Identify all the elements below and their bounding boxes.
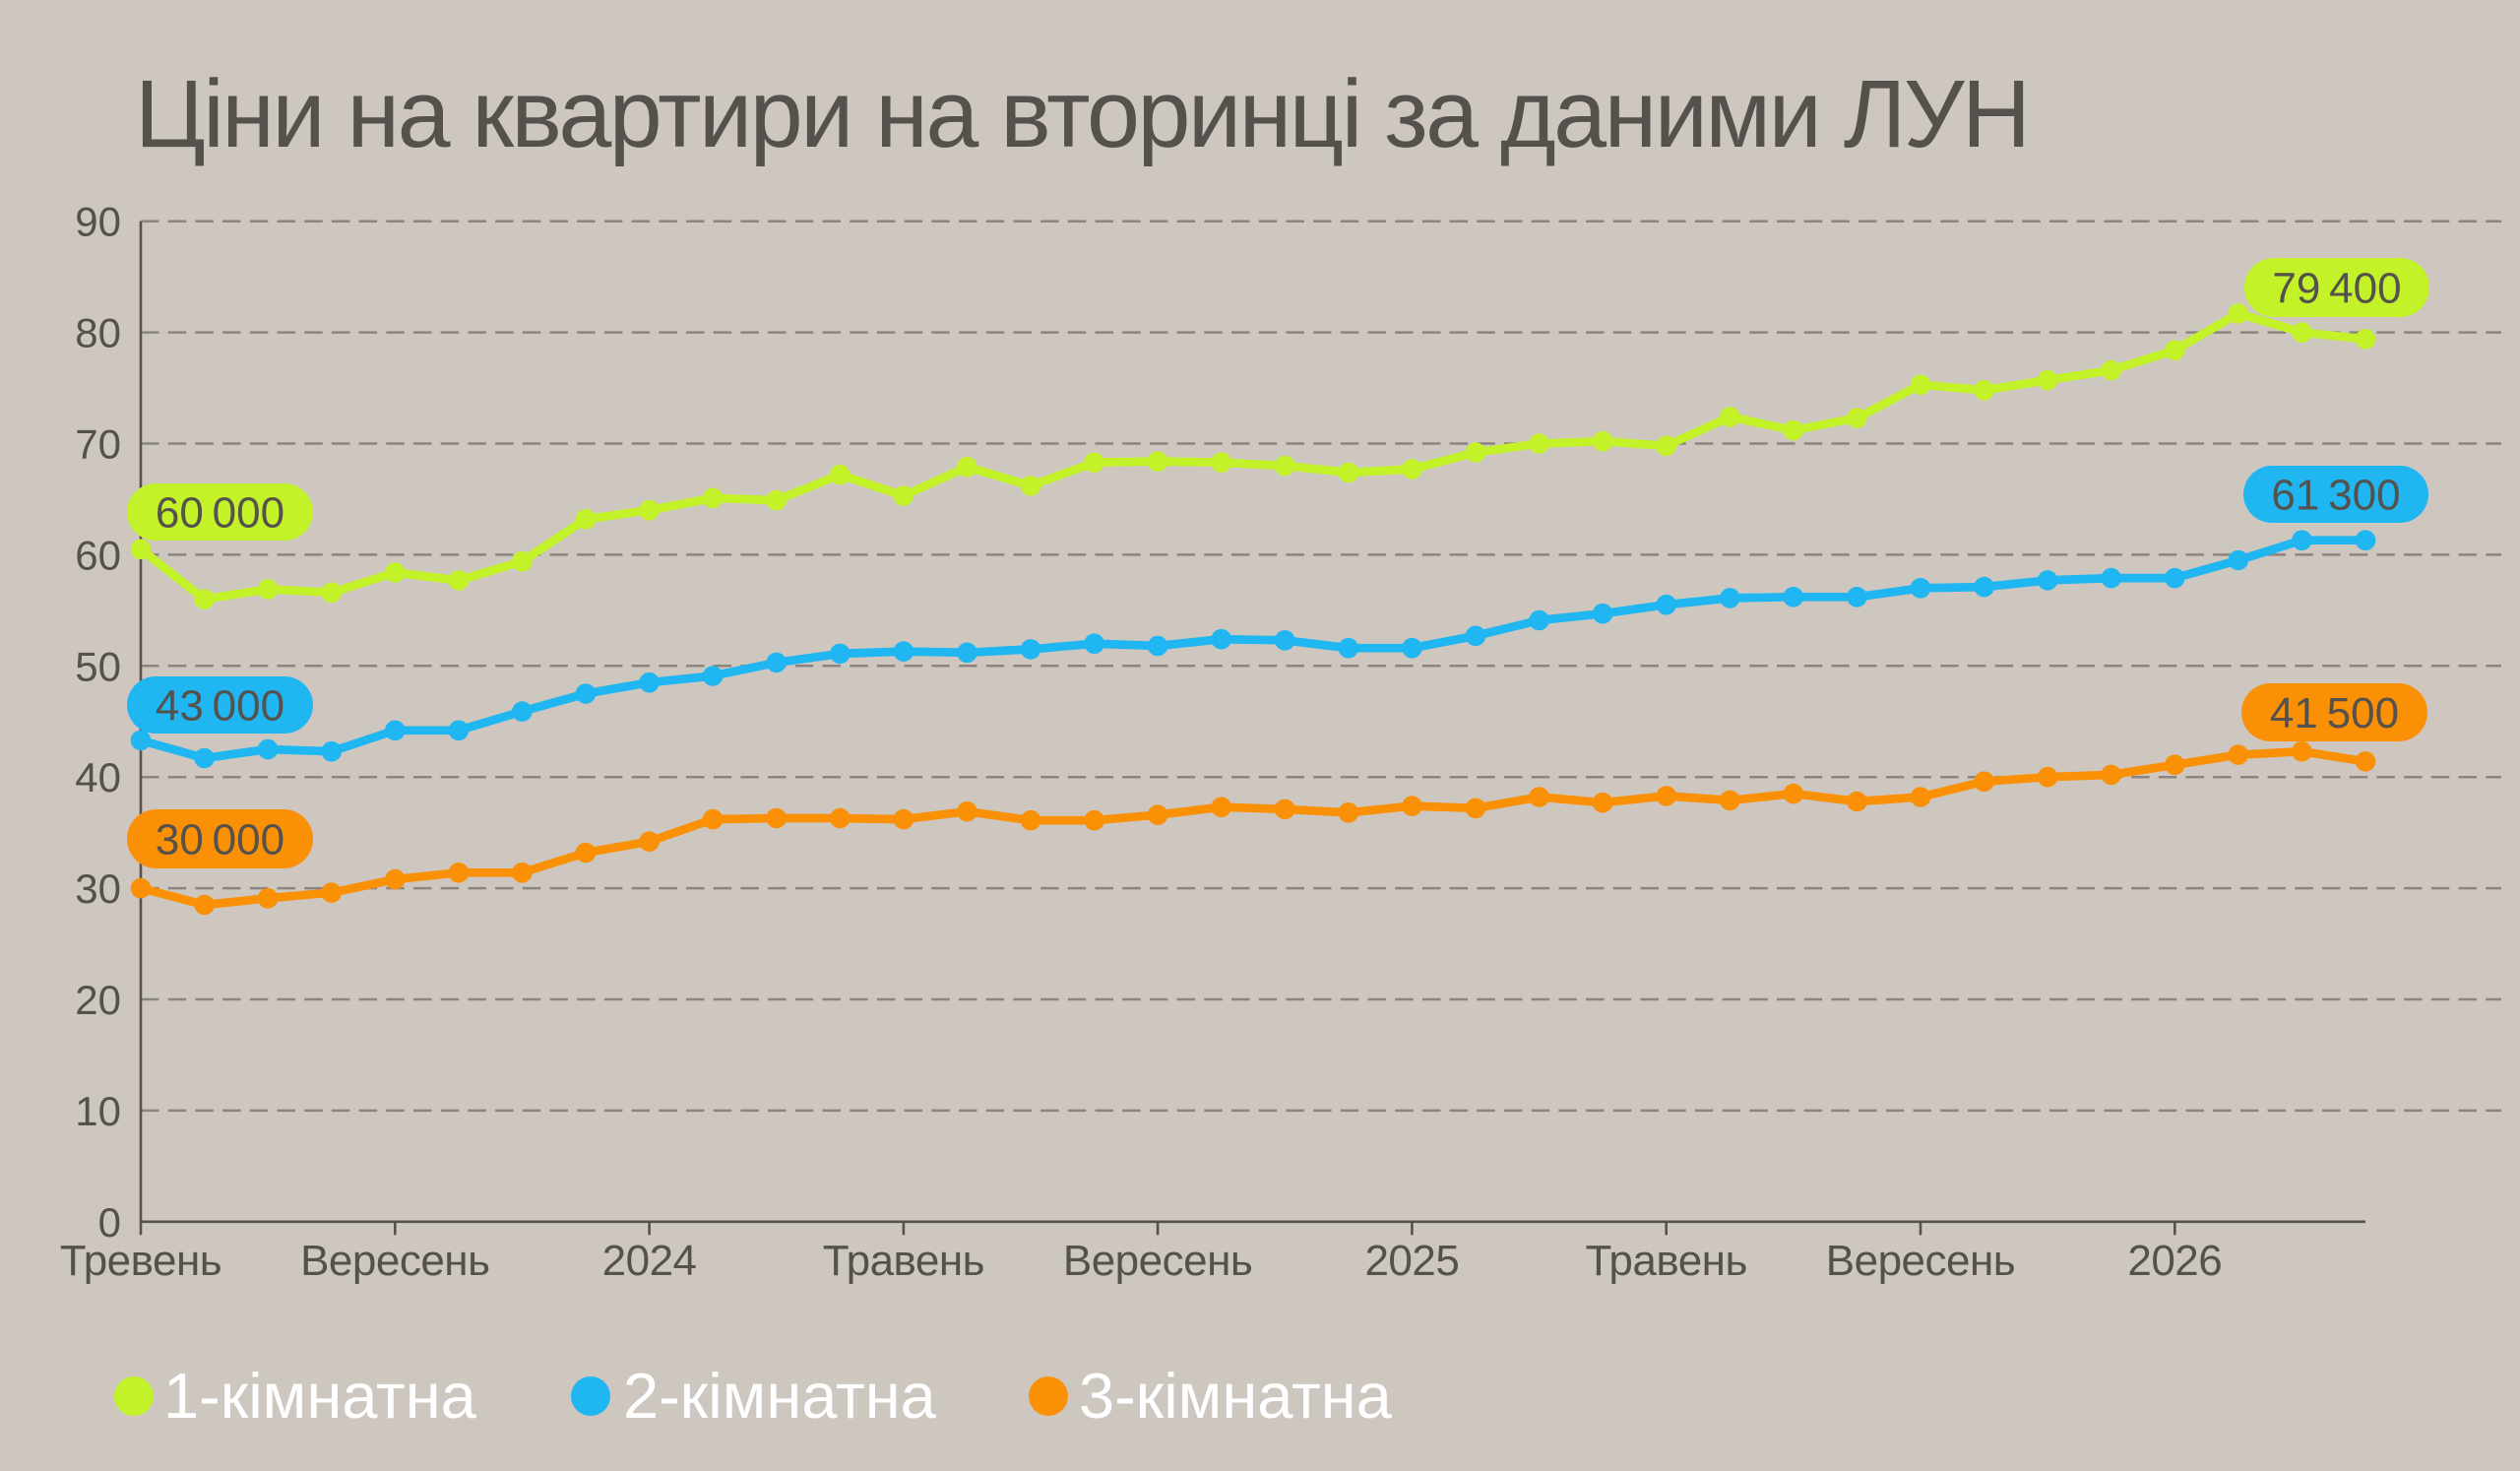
svg-text:60: 60 [75,532,121,578]
svg-text:60 000: 60 000 [156,489,284,538]
svg-text:Ціни на квартири на вторинці з: Ціни на квартири на вторинці за даними Л… [135,60,2029,167]
svg-text:30: 30 [75,865,121,912]
svg-text:0: 0 [98,1199,121,1246]
svg-text:2024: 2024 [602,1237,697,1285]
svg-text:Тревень: Тревень [60,1237,221,1285]
svg-text:Вересень: Вересень [1063,1237,1252,1285]
svg-text:40: 40 [75,754,121,800]
svg-text:2026: 2026 [2127,1237,2222,1285]
svg-text:2-кімнатна: 2-кімнатна [623,1360,937,1432]
svg-text:20: 20 [75,977,121,1023]
svg-text:Вересень: Вересень [1826,1237,2015,1285]
svg-text:Травень: Травень [823,1237,984,1285]
svg-text:1-кімнатна: 1-кімнатна [163,1360,477,1432]
svg-text:90: 90 [75,199,121,245]
svg-text:Травень: Травень [1585,1237,1746,1285]
svg-text:43 000: 43 000 [156,682,284,731]
svg-text:70: 70 [75,421,121,468]
svg-text:10: 10 [75,1088,121,1134]
svg-text:50: 50 [75,643,121,689]
svg-text:79 400: 79 400 [2272,265,2401,313]
svg-text:Вересень: Вересень [300,1237,489,1285]
svg-text:30 000: 30 000 [156,816,284,864]
svg-text:61 300: 61 300 [2271,472,2400,520]
svg-text:80: 80 [75,310,121,356]
svg-text:3-кімнатна: 3-кімнатна [1079,1360,1393,1432]
svg-text:41 500: 41 500 [2270,689,2399,737]
svg-text:2025: 2025 [1364,1237,1459,1285]
